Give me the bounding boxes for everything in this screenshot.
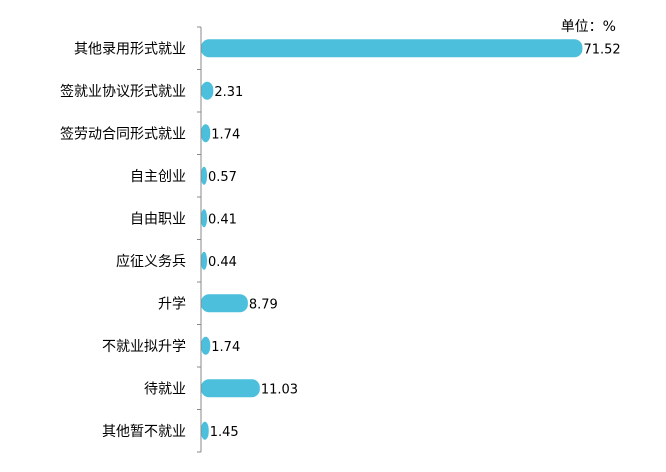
value-label: 1.74: [211, 127, 240, 142]
category-label: 不就业拟升学: [102, 339, 186, 355]
bar: [201, 421, 209, 440]
bar: [201, 294, 248, 313]
category-label: 签就业协议形式就业: [60, 83, 186, 100]
category-label: 升学: [158, 296, 186, 312]
category-label: 自由职业: [130, 211, 186, 227]
category-label: 其他暂不就业: [102, 424, 186, 440]
category-label: 签劳动合同形式就业: [60, 125, 186, 142]
bar: [201, 81, 214, 100]
category-label: 待就业: [144, 381, 186, 397]
value-label: 0.44: [208, 255, 237, 270]
unit-label: 单位：%: [560, 19, 616, 35]
category-label: 应征义务兵: [116, 253, 186, 270]
category-label: 其他录用形式就业: [74, 41, 186, 57]
bar: [201, 336, 211, 355]
bar: [201, 251, 207, 270]
value-label: 2.31: [214, 85, 243, 100]
bar: [201, 166, 207, 185]
category-label: 自主创业: [130, 169, 186, 185]
bar: [201, 124, 211, 143]
bar: [201, 39, 583, 58]
bar: [201, 209, 207, 228]
value-label: 71.52: [583, 42, 620, 57]
value-label: 1.74: [211, 340, 240, 355]
value-label: 1.45: [210, 425, 239, 440]
value-label: 8.79: [249, 297, 278, 312]
bar: [201, 379, 260, 398]
value-label: 0.57: [208, 170, 237, 185]
value-label: 11.03: [261, 382, 298, 397]
value-label: 0.41: [208, 212, 237, 227]
